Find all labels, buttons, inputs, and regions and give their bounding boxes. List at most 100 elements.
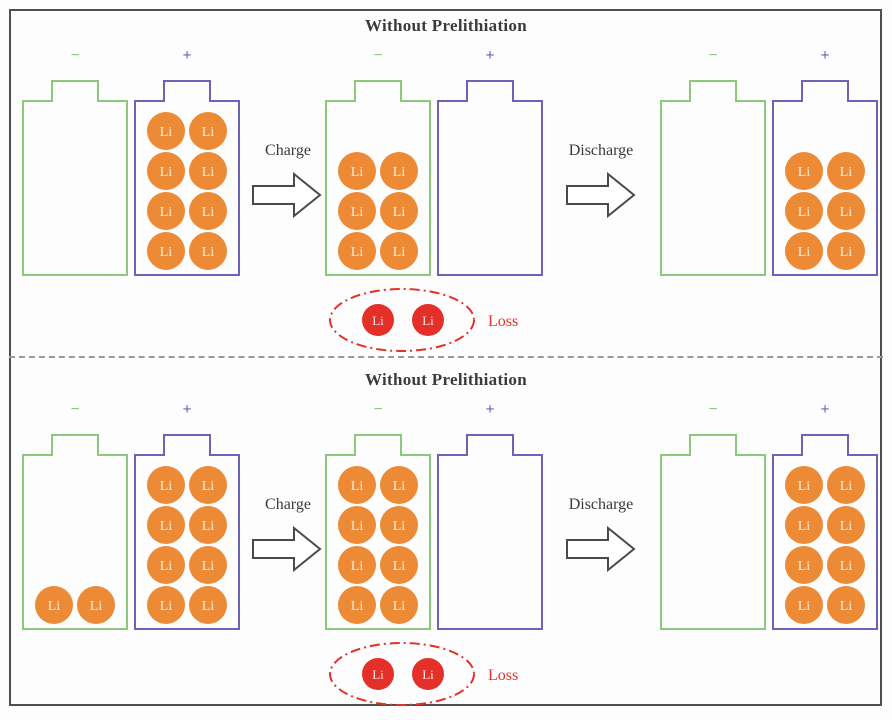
lithium-ion-circle <box>380 506 418 544</box>
lithium-ion-circle <box>827 546 865 584</box>
lithium-ion-circle <box>785 506 823 544</box>
lithium-ion: Li <box>35 586 73 624</box>
lithium-ion-label: Li <box>393 599 406 614</box>
lithium-ion-label: Li <box>202 205 215 220</box>
lithium-ion-label: Li <box>160 519 173 534</box>
lithium-ion: Li <box>785 152 823 190</box>
lithium-ion: Li <box>338 232 376 270</box>
lithium-ion-label: Li <box>351 519 364 534</box>
lithium-ion-circle <box>827 586 865 624</box>
lithium-ion-label: Li <box>840 205 853 220</box>
lithium-ion: Li <box>189 112 227 150</box>
charge-arrow-shape <box>252 526 322 572</box>
lithium-ion: Li <box>189 192 227 230</box>
lithium-ion: Li <box>189 546 227 584</box>
lithium-ion: Li <box>785 192 823 230</box>
lithium-ion-circle <box>785 466 823 504</box>
lost-lithium-ion: Li <box>412 304 444 336</box>
lithium-ion-label: Li <box>90 599 103 614</box>
negative-sign: − <box>708 401 718 418</box>
lithium-ion-circle <box>189 466 227 504</box>
lithium-ion-circle <box>827 232 865 270</box>
lithium-ion: Li <box>147 192 185 230</box>
lithium-ion-circle <box>147 506 185 544</box>
lithium-ion-label: Li <box>202 245 215 260</box>
lithium-ion-circle <box>77 586 115 624</box>
lithium-ion: Li <box>147 112 185 150</box>
lithium-ion-circle <box>189 152 227 190</box>
lithium-ion-circle <box>338 506 376 544</box>
lithium-ion-label: Li <box>393 519 406 534</box>
lithium-ion: Li <box>380 192 418 230</box>
lithium-ion-label: Li <box>393 479 406 494</box>
lithium-ion-label: Li <box>393 559 406 574</box>
lost-lithium-ion: Li <box>412 658 444 690</box>
lithium-ion-circle <box>189 232 227 270</box>
discharge-arrow <box>566 526 636 572</box>
lost-lithium-ion-circle <box>412 658 444 690</box>
lost-lithium-ion-label: Li <box>422 313 434 328</box>
lithium-ion: Li <box>338 466 376 504</box>
lithium-ion: Li <box>338 586 376 624</box>
lithium-ion: Li <box>827 232 865 270</box>
loss-label: Loss <box>488 313 518 330</box>
battery-negative-electrode <box>660 434 766 630</box>
loss-ellipse <box>329 642 475 706</box>
lithium-ion: Li <box>147 466 185 504</box>
lithium-ion-circle <box>338 466 376 504</box>
negative-sign: − <box>708 47 718 64</box>
loss-label: Loss <box>488 667 518 684</box>
lost-lithium-ion-label: Li <box>372 313 384 328</box>
lithium-ion: Li <box>380 232 418 270</box>
lithium-ion-circle <box>189 546 227 584</box>
charge-label: Charge <box>265 496 311 513</box>
lithium-ion: Li <box>147 232 185 270</box>
lithium-ion: Li <box>380 586 418 624</box>
lithium-ion-label: Li <box>202 165 215 180</box>
discharge-label: Discharge <box>568 142 634 159</box>
lost-lithium-ion-label: Li <box>372 667 384 682</box>
lithium-ion: Li <box>189 232 227 270</box>
lithium-ion-circle <box>147 192 185 230</box>
lithium-ion-label: Li <box>351 559 364 574</box>
lithium-ion-label: Li <box>840 479 853 494</box>
lithium-ion-label: Li <box>160 479 173 494</box>
lithium-ion-label: Li <box>351 165 364 180</box>
battery-outline <box>437 80 543 276</box>
lithium-ion-label: Li <box>840 599 853 614</box>
lithium-ion: Li <box>827 586 865 624</box>
lost-lithium-ion-circle <box>412 304 444 336</box>
discharge-arrow-shape <box>566 526 636 572</box>
lithium-ion-circle <box>827 466 865 504</box>
lithium-ion: Li <box>827 546 865 584</box>
loss-ellipse <box>329 288 475 352</box>
charge-arrow <box>252 526 322 572</box>
lithium-ion: Li <box>785 586 823 624</box>
discharge-arrow <box>566 172 636 218</box>
lithium-ion-label: Li <box>798 599 811 614</box>
lithium-ion-circle <box>827 192 865 230</box>
lithium-ion-circle <box>189 192 227 230</box>
battery-negative-electrode: Li Li Li Li Li Li Li Li <box>325 434 431 630</box>
battery-positive-electrode: Li Li Li Li Li Li <box>772 80 878 276</box>
battery-outline <box>134 434 240 630</box>
lithium-ion-label: Li <box>202 599 215 614</box>
lithium-ion-label: Li <box>840 165 853 180</box>
lithium-ion: Li <box>380 466 418 504</box>
lithium-ion-label: Li <box>351 205 364 220</box>
battery-negative-electrode <box>660 80 766 276</box>
lithium-ion: Li <box>147 586 185 624</box>
lithium-ion: Li <box>338 506 376 544</box>
lithium-ion-circle <box>338 586 376 624</box>
lithium-ion-label: Li <box>351 245 364 260</box>
negative-sign: − <box>70 401 80 418</box>
positive-sign: + <box>820 47 830 64</box>
battery-positive-electrode: Li Li Li Li Li Li Li Li <box>134 80 240 276</box>
lithium-ion-label: Li <box>202 125 215 140</box>
battery-positive-electrode <box>437 80 543 276</box>
lithium-ion-circle <box>147 112 185 150</box>
battery-outline <box>437 434 543 630</box>
lithium-ion-label: Li <box>202 559 215 574</box>
lithium-ion-label: Li <box>160 245 173 260</box>
lithium-ion-circle <box>827 152 865 190</box>
